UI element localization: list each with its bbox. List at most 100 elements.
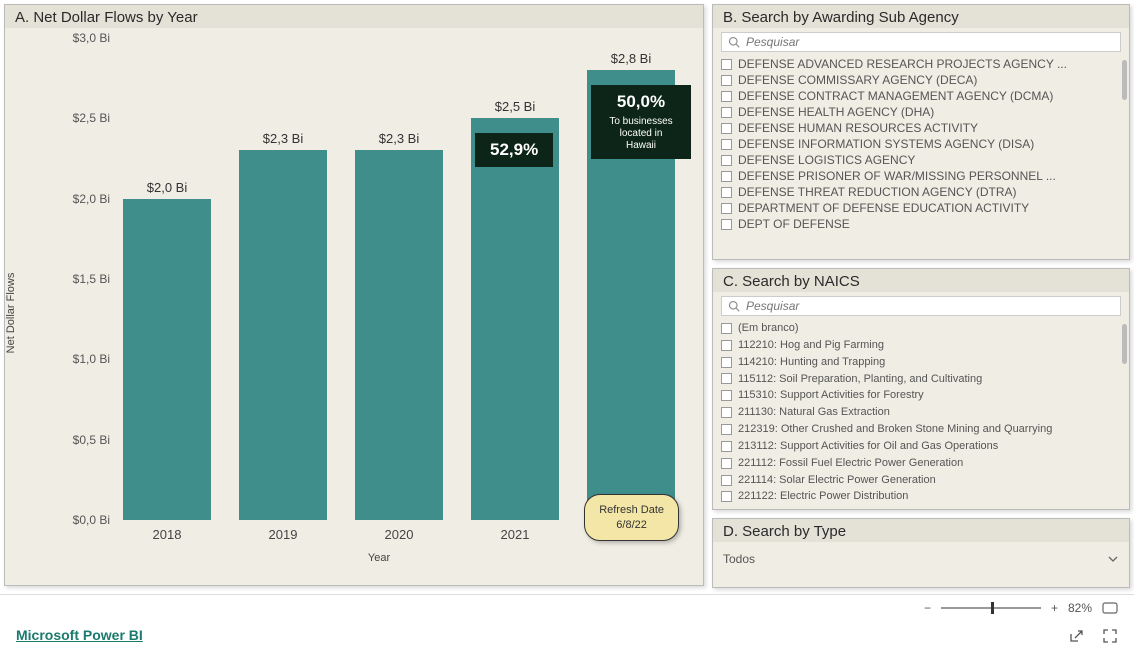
slicer-item[interactable]: 221114: Solar Electric Power Generation: [721, 472, 1121, 489]
slicer-item-label: DEPT OF DEFENSE: [738, 217, 850, 231]
zoom-plus[interactable]: +: [1051, 601, 1058, 615]
checkbox[interactable]: [721, 155, 732, 166]
slicer-item-label: DEFENSE CONTRACT MANAGEMENT AGENCY (DCMA…: [738, 89, 1053, 103]
slicer-c-search[interactable]: [721, 296, 1121, 316]
slicer-d-dropdown[interactable]: Todos: [723, 552, 1119, 566]
slicer-item-label: DEFENSE INFORMATION SYSTEMS AGENCY (DISA…: [738, 137, 1034, 151]
bar-value-label: $2,5 Bi: [495, 99, 535, 114]
slicer-item[interactable]: DEFENSE ADVANCED RESEARCH PROJECTS AGENC…: [721, 56, 1121, 72]
slicer-item[interactable]: DEFENSE PRISONER OF WAR/MISSING PERSONNE…: [721, 168, 1121, 184]
slicer-item[interactable]: 211130: Natural Gas Extraction: [721, 404, 1121, 421]
slicer-c-list[interactable]: (Em branco)112210: Hog and Pig Farming11…: [713, 320, 1129, 509]
zoom-minus[interactable]: −: [924, 601, 931, 615]
slicer-item[interactable]: (Em branco): [721, 320, 1121, 337]
checkbox[interactable]: [721, 139, 732, 150]
checkbox[interactable]: [721, 59, 732, 70]
slicer-item-label: 212319: Other Crushed and Broken Stone M…: [738, 422, 1052, 437]
footer-bar: − + 82%: [0, 595, 1134, 621]
chart-plot[interactable]: $2,0 Bi2018$2,3 Bi2019$2,3 Bi2020$2,5 Bi…: [115, 38, 693, 548]
slicer-item[interactable]: 221122: Electric Power Distribution: [721, 488, 1121, 505]
checkbox[interactable]: [721, 75, 732, 86]
slicer-b-list[interactable]: DEFENSE ADVANCED RESEARCH PROJECTS AGENC…: [713, 56, 1129, 259]
slicer-item[interactable]: DEFENSE HUMAN RESOURCES ACTIVITY: [721, 120, 1121, 136]
checkbox[interactable]: [721, 424, 732, 435]
slicer-item[interactable]: DEPARTMENT OF DEFENSE EDUCATION ACTIVITY: [721, 200, 1121, 216]
slicer-d-selected: Todos: [723, 552, 755, 566]
yaxis-label: Net Dollar Flows: [5, 272, 17, 353]
xtick-label: 2019: [269, 527, 298, 542]
checkbox[interactable]: [721, 475, 732, 486]
fit-to-page-icon[interactable]: [1102, 602, 1118, 614]
ytick-label: $3,0 Bi: [55, 31, 110, 45]
refresh-badge: Refresh Date 6/8/22: [584, 494, 679, 541]
checkbox[interactable]: [721, 187, 732, 198]
checkbox[interactable]: [721, 357, 732, 368]
slicer-item[interactable]: DEFENSE CONTRACT MANAGEMENT AGENCY (DCMA…: [721, 88, 1121, 104]
slicer-item[interactable]: DEFENSE THREAT REDUCTION AGENCY (DTRA): [721, 184, 1121, 200]
slicer-item[interactable]: 213112: Support Activities for Oil and G…: [721, 438, 1121, 455]
slicer-item-label: 213112: Support Activities for Oil and G…: [738, 439, 998, 454]
slicer-item-label: DEFENSE HUMAN RESOURCES ACTIVITY: [738, 121, 978, 135]
slicer-item[interactable]: 212319: Other Crushed and Broken Stone M…: [721, 421, 1121, 438]
checkbox[interactable]: [721, 441, 732, 452]
slicer-item[interactable]: DEFENSE COMMISSARY AGENCY (DECA): [721, 72, 1121, 88]
slicer-item-label: 221122: Electric Power Distribution: [738, 489, 908, 504]
slicer-item-label: DEFENSE LOGISTICS AGENCY: [738, 153, 915, 167]
checkbox[interactable]: [721, 390, 732, 401]
checkbox[interactable]: [721, 373, 732, 384]
fullscreen-icon[interactable]: [1102, 628, 1118, 644]
zoom-thumb[interactable]: [991, 602, 994, 614]
slicer-item[interactable]: 114210: Hunting and Trapping: [721, 354, 1121, 371]
slicer-b-search[interactable]: [721, 32, 1121, 52]
slicer-item-label: 115310: Support Activities for Forestry: [738, 388, 924, 403]
slicer-item-label: 221112: Fossil Fuel Electric Power Gener…: [738, 456, 963, 471]
scrollbar-thumb[interactable]: [1122, 60, 1127, 100]
checkbox[interactable]: [721, 123, 732, 134]
checkbox[interactable]: [721, 91, 732, 102]
slicer-item[interactable]: 115112: Soil Preparation, Planting, and …: [721, 371, 1121, 388]
bar[interactable]: $2,3 Bi2019: [239, 131, 327, 520]
share-icon[interactable]: [1068, 628, 1084, 644]
checkbox[interactable]: [721, 407, 732, 418]
xtick-label: 2021: [501, 527, 530, 542]
checkbox[interactable]: [721, 219, 732, 230]
slicer-item-label: DEFENSE COMMISSARY AGENCY (DECA): [738, 73, 977, 87]
slicer-item-label: DEFENSE PRISONER OF WAR/MISSING PERSONNE…: [738, 169, 1056, 183]
slicer-item[interactable]: DEFENSE LOGISTICS AGENCY: [721, 152, 1121, 168]
checkbox[interactable]: [721, 340, 732, 351]
bar-value-label: $2,8 Bi: [611, 51, 651, 66]
slicer-b-title: B. Search by Awarding Sub Agency: [713, 5, 1129, 28]
powerbi-brand-link[interactable]: Microsoft Power BI: [16, 627, 143, 643]
slicer-b-search-input[interactable]: [746, 35, 1114, 49]
slicer-naics: C. Search by NAICS (Em branco)112210: Ho…: [712, 268, 1130, 510]
checkbox[interactable]: [721, 203, 732, 214]
chevron-down-icon: [1107, 553, 1119, 565]
checkbox[interactable]: [721, 107, 732, 118]
ytick-label: $2,0 Bi: [55, 192, 110, 206]
xtick-label: 2020: [385, 527, 414, 542]
slicer-item[interactable]: 115310: Support Activities for Forestry: [721, 387, 1121, 404]
zoom-value: 82%: [1068, 601, 1092, 615]
chart-callout: 52,9%: [475, 133, 553, 167]
slicer-item[interactable]: 112210: Hog and Pig Farming: [721, 337, 1121, 354]
slicer-item[interactable]: 221112: Fossil Fuel Electric Power Gener…: [721, 455, 1121, 472]
bar-value-label: $2,0 Bi: [147, 180, 187, 195]
chart-title: A. Net Dollar Flows by Year: [5, 5, 703, 28]
scrollbar-thumb[interactable]: [1122, 324, 1127, 364]
bar-value-label: $2,3 Bi: [263, 131, 303, 146]
zoom-slider[interactable]: [941, 607, 1041, 609]
slicer-type: D. Search by Type Todos: [712, 518, 1130, 588]
bar[interactable]: $2,3 Bi2020: [355, 131, 443, 520]
checkbox[interactable]: [721, 171, 732, 182]
slicer-item[interactable]: DEFENSE HEALTH AGENCY (DHA): [721, 104, 1121, 120]
slicer-d-title: D. Search by Type: [713, 519, 1129, 542]
slicer-c-search-input[interactable]: [746, 299, 1114, 313]
slicer-item[interactable]: DEPT OF DEFENSE: [721, 216, 1121, 232]
checkbox[interactable]: [721, 458, 732, 469]
checkbox[interactable]: [721, 323, 732, 334]
slicer-item[interactable]: DEFENSE INFORMATION SYSTEMS AGENCY (DISA…: [721, 136, 1121, 152]
slicer-item-label: DEFENSE HEALTH AGENCY (DHA): [738, 105, 934, 119]
slicer-item-label: 221114: Solar Electric Power Generation: [738, 473, 936, 488]
bar[interactable]: $2,0 Bi2018: [123, 180, 211, 520]
checkbox[interactable]: [721, 491, 732, 502]
